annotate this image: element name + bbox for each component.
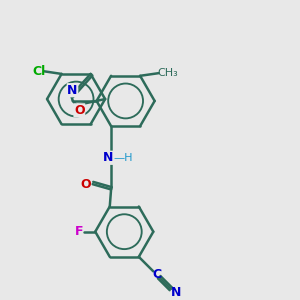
Text: Cl: Cl [32, 65, 46, 78]
Text: N: N [103, 151, 113, 164]
Text: O: O [80, 178, 91, 191]
Text: CH₃: CH₃ [158, 68, 178, 78]
Text: N: N [171, 286, 181, 299]
Text: N: N [67, 84, 78, 97]
Text: —H: —H [113, 153, 133, 163]
Text: C: C [153, 268, 162, 281]
Text: F: F [75, 225, 84, 238]
Text: O: O [74, 104, 85, 117]
